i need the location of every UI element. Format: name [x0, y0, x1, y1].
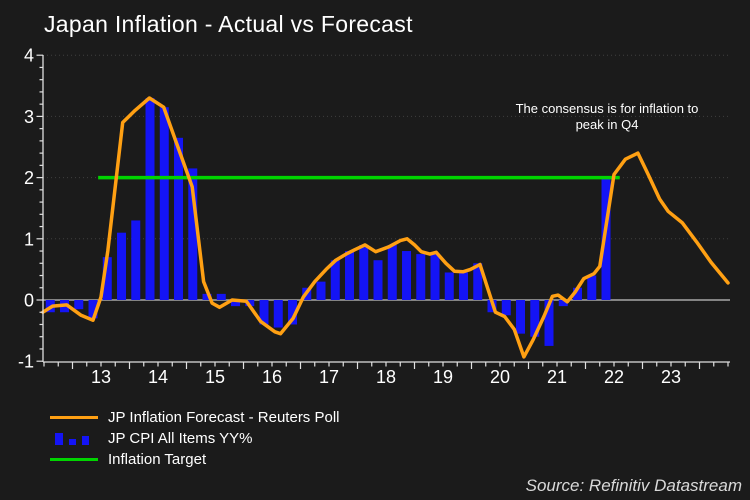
- cpi-bar: [330, 260, 340, 300]
- annotation-consensus: The consensus is for inflation to peak i…: [487, 101, 727, 133]
- cpi-bar: [117, 232, 127, 300]
- cpi-bar: [131, 220, 141, 300]
- forecast-line-swatch: [50, 416, 98, 419]
- x-tick-label: 17: [319, 367, 339, 387]
- cpi-bar: [516, 300, 526, 334]
- x-tick-label: 15: [205, 367, 225, 387]
- cpi-bars-swatch: [50, 432, 98, 445]
- legend-item-target: Inflation Target: [50, 449, 340, 470]
- x-tick-label: 14: [148, 367, 168, 387]
- target-line-swatch: [50, 458, 98, 461]
- cpi-bar: [216, 293, 226, 300]
- cpi-bar: [387, 244, 397, 300]
- cpi-bar: [345, 251, 355, 300]
- annotation-line2: peak in Q4: [575, 117, 639, 132]
- cpi-bar: [373, 260, 383, 300]
- cpi-bar: [74, 300, 84, 310]
- cpi-bar: [501, 300, 511, 316]
- annotation-line1: The consensus is for inflation to: [515, 101, 699, 116]
- x-tick-label: 20: [490, 367, 510, 387]
- y-tick-label: 3: [24, 107, 34, 127]
- legend-label-cpi: JP CPI All Items YY%: [108, 430, 253, 447]
- x-tick-label: 21: [547, 367, 567, 387]
- cpi-bar: [573, 287, 583, 300]
- legend-item-cpi: JP CPI All Items YY%: [50, 428, 340, 449]
- cpi-bar: [231, 300, 241, 307]
- cpi-bar: [359, 244, 369, 300]
- cpi-bar: [273, 300, 283, 328]
- legend-label-forecast: JP Inflation Forecast - Reuters Poll: [108, 409, 340, 426]
- cpi-bar: [316, 281, 326, 300]
- cpi-bar: [416, 254, 426, 300]
- legend-label-target: Inflation Target: [108, 451, 207, 468]
- cpi-bar: [159, 107, 169, 300]
- cpi-bar: [102, 257, 112, 300]
- x-tick-label: 18: [376, 367, 396, 387]
- x-tick-label: 13: [91, 367, 111, 387]
- legend-item-forecast: JP Inflation Forecast - Reuters Poll: [50, 407, 340, 428]
- y-tick-label: -1: [18, 352, 34, 372]
- cpi-bar: [430, 254, 440, 300]
- legend: JP Inflation Forecast - Reuters Poll JP …: [50, 407, 340, 470]
- cpi-bar: [459, 272, 469, 300]
- cpi-bar: [587, 275, 597, 300]
- cpi-bar: [202, 293, 212, 300]
- x-tick-label: 19: [433, 367, 453, 387]
- y-tick-label: 2: [24, 168, 34, 188]
- cpi-bar: [145, 98, 155, 300]
- cpi-bar: [402, 251, 412, 300]
- x-tick-label: 22: [604, 367, 624, 387]
- y-tick-label: 1: [24, 229, 34, 249]
- source-credit: Source: Refinitiv Datastream: [525, 476, 742, 495]
- y-tick-label: 4: [24, 46, 34, 66]
- cpi-bar: [530, 300, 540, 337]
- cpi-bar: [444, 272, 454, 300]
- forecast-line: [41, 96, 730, 359]
- x-tick-label: 23: [661, 367, 681, 387]
- cpi-bar: [601, 177, 611, 300]
- cpi-bar: [558, 300, 568, 307]
- cpi-bar: [88, 300, 98, 319]
- y-tick-label: 0: [24, 291, 34, 311]
- cpi-bar: [174, 137, 184, 300]
- cpi-bar: [259, 300, 269, 325]
- cpi-bar: [544, 300, 554, 346]
- x-tick-label: 16: [262, 367, 282, 387]
- chart-title: Japan Inflation - Actual vs Forecast: [44, 11, 413, 37]
- cpi-bar: [288, 300, 298, 325]
- cpi-bar: [473, 263, 483, 300]
- cpi-bar: [188, 168, 198, 300]
